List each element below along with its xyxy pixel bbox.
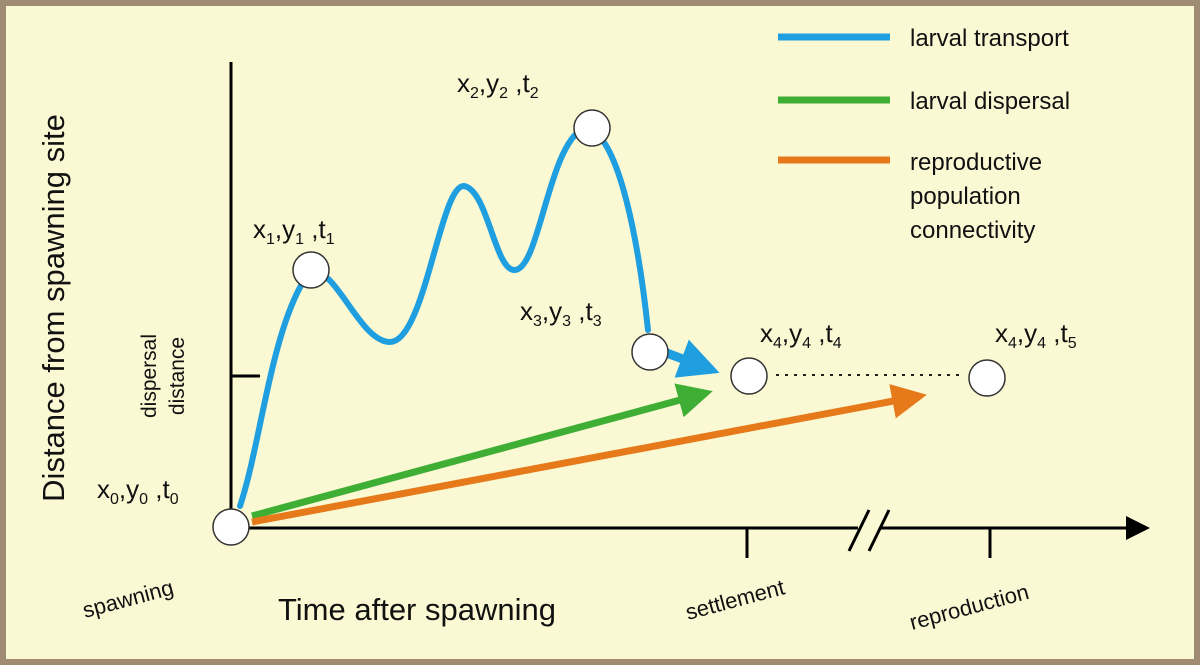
point-node-1 <box>292 251 330 289</box>
diagram-frame: x0,y0 ,t0 x1,y1 ,t1 x2,y2 ,t2 x3,y3 ,t3 … <box>6 6 1194 659</box>
dispersal-distance-label-line1: dispersal <box>138 334 161 418</box>
point-node-3 <box>631 333 669 371</box>
x-tick-settlement: settlement <box>683 574 788 624</box>
larval-dispersal-arrow <box>251 383 713 520</box>
legend-label-reproductive-line3: connectivity <box>910 217 1035 244</box>
legend-label-reproductive-line1: reproductive <box>910 149 1042 176</box>
point-label-3: x3,y3 ,t3 <box>520 296 602 330</box>
point-label-1: x1,y1 ,t1 <box>253 214 335 248</box>
axis-break-mark-1 <box>847 509 871 552</box>
axis-break-mark-2 <box>867 509 891 552</box>
point-label-5: x4,y4 ,t5 <box>995 318 1077 352</box>
x-axis-arrowhead <box>1126 516 1150 540</box>
point-label-0: x0,y0 ,t0 <box>97 474 179 508</box>
point-label-4: x4,y4 ,t4 <box>760 318 842 352</box>
legend: larval transport larval dispersal reprod… <box>778 25 1070 244</box>
point-label-2: x2,y2 ,t2 <box>457 68 539 102</box>
larval-transport-arrow <box>662 339 720 378</box>
point-node-4 <box>730 357 768 395</box>
x-tick-reproduction: reproduction <box>907 579 1032 635</box>
legend-label-larval-transport: larval transport <box>910 25 1069 52</box>
y-axis-title: Distance from spawning site <box>36 114 71 502</box>
legend-label-reproductive-line2: population <box>910 183 1021 210</box>
reproductive-connectivity-arrow <box>251 383 927 526</box>
x-tick-spawning: spawning <box>80 575 176 623</box>
point-node-5 <box>968 359 1006 397</box>
dispersal-distance-label-line2: distance <box>166 337 189 415</box>
point-node-2 <box>573 109 611 147</box>
point-node-0 <box>212 508 250 546</box>
diagram-canvas: x0,y0 ,t0 x1,y1 ,t1 x2,y2 ,t2 x3,y3 ,t3 … <box>36 25 1150 635</box>
x-axis-title: Time after spawning <box>278 592 556 627</box>
legend-label-larval-dispersal: larval dispersal <box>910 88 1070 115</box>
